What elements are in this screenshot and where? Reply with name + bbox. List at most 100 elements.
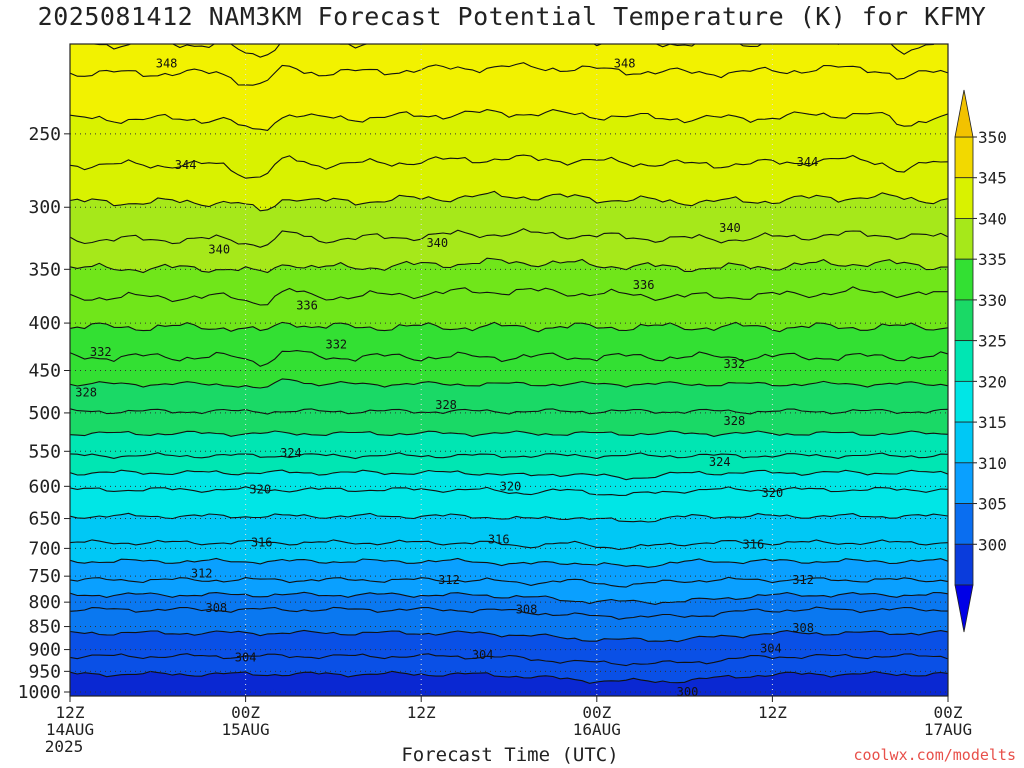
colorbar-bottom-arrow [954, 584, 974, 633]
y-tick-label: 600 [28, 476, 61, 497]
contour-label: 316 [251, 536, 273, 550]
x-tick-label: 12Z [56, 703, 85, 722]
colorbar-label: 325 [978, 332, 1007, 351]
contour-label: 336 [633, 278, 655, 292]
contour-label-text: 344 [797, 155, 819, 169]
contour-label: 320 [500, 479, 522, 493]
colorbar-label: 330 [978, 291, 1007, 310]
contour-label-text: 320 [500, 479, 522, 493]
colorbar-segment [954, 299, 974, 342]
contour-label: 328 [435, 398, 457, 412]
contour-label: 316 [488, 533, 510, 547]
contour-line [70, 591, 948, 605]
colorbar-label: 345 [978, 169, 1007, 188]
y-tick-label: 550 [28, 441, 61, 462]
contour-label-text: 308 [205, 601, 227, 615]
dotted-grid [70, 44, 948, 696]
contour-label: 344 [175, 158, 197, 172]
contour-label: 348 [614, 57, 636, 71]
contour-label-text: 304 [472, 648, 494, 662]
contour-label-text: 348 [614, 57, 636, 71]
contour-line [70, 452, 948, 460]
contour-label-text: 324 [280, 446, 302, 460]
y-tick-label: 750 [28, 566, 61, 587]
contour-label-text: 332 [90, 345, 112, 359]
contour-line [70, 557, 948, 568]
contour-label: 308 [205, 601, 227, 615]
contour-line [70, 629, 948, 643]
contour-label-text: 300 [677, 685, 699, 699]
contour-label: 332 [325, 338, 347, 352]
y-tick-label: 300 [28, 197, 61, 218]
contour-label-text: 328 [435, 398, 457, 412]
colorbar-segment [954, 503, 974, 545]
contour-label: 344 [797, 155, 819, 169]
x-tick-label: 00Z [934, 703, 963, 722]
contour-label-text: 308 [792, 621, 814, 635]
contour-label: 328 [75, 385, 97, 399]
contour-line [70, 469, 948, 481]
contour-label-text: 324 [709, 455, 731, 469]
x-tick-label: 00Z [231, 703, 260, 722]
contour-label: 312 [438, 573, 460, 587]
y-tick-label: 700 [28, 538, 61, 559]
contour-label-text: 328 [724, 414, 746, 428]
filled-contour-bands [70, 44, 948, 696]
contour-line [70, 154, 948, 179]
contour-line [70, 539, 948, 551]
colorbar-segment [954, 218, 974, 260]
contour-label: 324 [709, 455, 731, 469]
colorbar-top-arrow [954, 89, 974, 138]
y-tick-label: 650 [28, 509, 61, 530]
contour-label-text: 348 [156, 57, 178, 71]
colorbar-segment [954, 380, 974, 423]
x-tick-label: 14AUG [46, 720, 94, 739]
colorbar-segment [954, 543, 974, 586]
contour-label-text: 316 [743, 537, 765, 551]
y-tick-label: 1000 [18, 682, 61, 703]
y-tick-label: 900 [28, 640, 61, 661]
contour-label: 332 [724, 357, 746, 371]
contour-label-text: 308 [516, 603, 538, 617]
x-axis-label: Forecast Time (UTC) [401, 744, 619, 766]
contour-line [70, 228, 948, 248]
colorbar-label: 350 [978, 128, 1007, 147]
contour-label: 316 [743, 537, 765, 551]
contour-label-text: 336 [296, 299, 318, 313]
y-tick-label: 850 [28, 617, 61, 638]
contour-label-text: 304 [760, 642, 782, 656]
colorbar-segment [954, 177, 974, 219]
colorbar-legend: 350 345 340 335 330 325 320 315 310 305 300 [954, 89, 1007, 633]
contour-line [70, 350, 948, 367]
contour-label-text: 328 [75, 385, 97, 399]
contour-line [70, 62, 948, 86]
y-tick-label: 400 [28, 313, 61, 334]
contour-label-text: 344 [175, 158, 197, 172]
contour-label-text: 316 [488, 533, 510, 547]
contour-label: 340 [719, 221, 741, 235]
colorbar-label: 315 [978, 413, 1007, 432]
contour-label: 324 [280, 446, 302, 460]
colorbar-label: 335 [978, 250, 1007, 269]
colorbar-label: 305 [978, 495, 1007, 514]
y-tick-label: 500 [28, 403, 61, 424]
chart-title: 2025081412 NAM3KM Forecast Potential Tem… [37, 2, 987, 31]
contour-label-text: 340 [719, 221, 741, 235]
contour-label-text: 312 [792, 573, 814, 587]
contour-line [70, 286, 948, 306]
contour-label-text: 340 [426, 236, 448, 250]
source-credit: coolwx.com/modelts [853, 746, 1016, 764]
contour-label: 320 [762, 486, 784, 500]
x-tick-label: 12Z [758, 703, 787, 722]
y-tick-label: 800 [28, 592, 61, 613]
contour-line [70, 486, 948, 496]
contour-lines [70, 44, 948, 684]
contour-label-text: 320 [762, 486, 784, 500]
contour-label: 320 [249, 483, 271, 497]
colorbar-segment [954, 258, 974, 301]
colorbar-label: 310 [978, 454, 1007, 473]
y-tick-label: 250 [28, 124, 61, 145]
contour-label-text: 332 [724, 357, 746, 371]
